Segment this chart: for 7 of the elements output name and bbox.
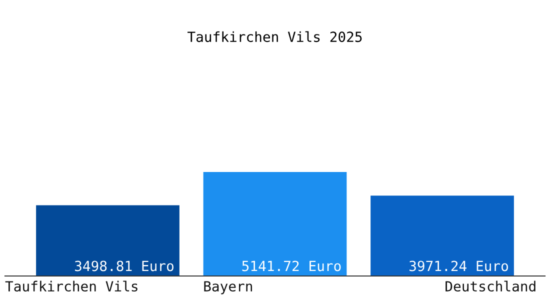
data-label: 3498.81 Euro xyxy=(74,260,174,272)
data-label: 5141.72 Euro xyxy=(242,260,341,272)
data-label: 3971.24 Euro xyxy=(410,260,508,272)
x-tick-label: Deutschland xyxy=(446,280,536,292)
x-tick-label: Taufkirchen Vils xyxy=(5,280,138,292)
chart-title: Taufkirchen Vils 2025 xyxy=(188,31,362,42)
x-tick-label: Bayern xyxy=(204,281,252,294)
